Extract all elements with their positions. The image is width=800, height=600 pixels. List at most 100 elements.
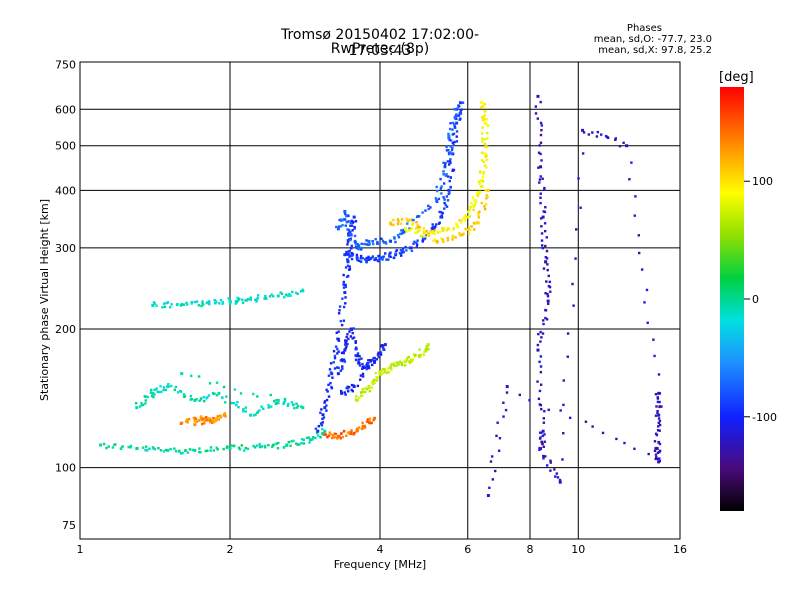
echo-point xyxy=(135,406,139,410)
echo-point xyxy=(343,253,347,257)
echo-point xyxy=(540,431,543,434)
echo-point xyxy=(357,358,361,361)
echo-point xyxy=(546,292,549,296)
echo-point xyxy=(342,273,345,277)
echo-point xyxy=(163,305,167,309)
echo-point xyxy=(194,420,198,423)
echo-point xyxy=(479,170,482,173)
echo-point xyxy=(539,100,542,104)
echo-point xyxy=(345,434,348,437)
echo-point xyxy=(455,135,458,138)
echo-point xyxy=(443,207,446,210)
x-tick-label: 8 xyxy=(527,543,534,556)
echo-point xyxy=(417,215,421,218)
echo-point xyxy=(385,258,388,261)
echo-point xyxy=(504,408,508,412)
echo-point xyxy=(338,309,341,312)
echo-point xyxy=(330,436,334,440)
echo-point xyxy=(361,388,364,391)
echo-point xyxy=(405,217,408,220)
echo-point xyxy=(302,442,306,445)
echo-point xyxy=(150,394,154,398)
echo-point xyxy=(204,419,207,422)
echo-point xyxy=(264,296,267,300)
echo-point xyxy=(361,372,365,376)
echo-point xyxy=(354,220,358,223)
echo-point xyxy=(212,392,215,395)
echo-point xyxy=(571,282,574,286)
echo-point xyxy=(486,195,489,199)
y-tick-label: 400 xyxy=(55,184,76,197)
echo-point xyxy=(176,391,180,394)
echo-point xyxy=(359,257,363,260)
echo-point xyxy=(365,261,368,264)
echo-point xyxy=(461,101,465,104)
echo-point xyxy=(373,258,376,262)
echo-point xyxy=(451,141,455,145)
echo-point xyxy=(538,178,542,181)
echo-point xyxy=(479,190,482,194)
echo-point xyxy=(546,263,549,266)
echo-point xyxy=(445,205,449,208)
echo-point xyxy=(346,386,349,390)
echo-point xyxy=(544,455,547,458)
echo-point xyxy=(319,411,322,415)
echo-point xyxy=(336,436,339,440)
echo-point xyxy=(539,165,543,169)
echo-point xyxy=(449,139,453,142)
echo-point xyxy=(180,372,184,376)
echo-point xyxy=(349,335,353,338)
echo-point xyxy=(382,371,385,375)
echo-point xyxy=(539,403,543,407)
echo-point xyxy=(481,137,484,140)
colorbar-tick-label: 0 xyxy=(752,293,759,306)
echo-point xyxy=(155,304,158,307)
echo-point xyxy=(422,353,425,356)
echo-point xyxy=(454,115,457,118)
echo-point xyxy=(345,214,348,218)
echo-point xyxy=(268,295,272,298)
echo-point xyxy=(190,300,193,304)
echo-point xyxy=(344,283,347,287)
echo-point xyxy=(366,366,369,369)
echo-point xyxy=(256,296,259,300)
echo-point xyxy=(236,401,239,404)
echo-point xyxy=(539,330,542,334)
echo-point xyxy=(434,225,437,228)
echo-point xyxy=(411,218,414,222)
echo-point xyxy=(293,406,296,410)
echo-point xyxy=(332,350,336,353)
echo-point xyxy=(202,417,205,420)
echo-point xyxy=(485,118,488,121)
echo-point xyxy=(365,362,369,365)
echo-point xyxy=(237,446,241,449)
echo-point xyxy=(111,446,115,449)
echo-point xyxy=(400,361,404,365)
echo-point xyxy=(162,450,166,453)
echo-point xyxy=(658,429,661,432)
echo-point xyxy=(435,189,439,193)
echo-point xyxy=(485,166,488,169)
echo-point xyxy=(419,353,422,357)
y-tick-label: 300 xyxy=(55,242,76,255)
echo-point xyxy=(451,121,455,125)
echo-point xyxy=(562,432,565,435)
echo-point xyxy=(544,206,547,209)
echo-point xyxy=(539,121,543,125)
echo-point xyxy=(547,408,550,412)
echo-point xyxy=(442,227,446,231)
echo-point xyxy=(587,133,591,136)
echo-point xyxy=(330,386,334,390)
echo-point xyxy=(315,431,319,435)
echo-point xyxy=(197,419,201,422)
y-tick-label: 100 xyxy=(55,462,76,475)
echo-point xyxy=(353,240,357,244)
echo-point xyxy=(240,298,244,301)
echo-point xyxy=(290,440,293,443)
echo-point xyxy=(614,138,617,142)
echo-point xyxy=(352,384,355,387)
echo-point xyxy=(481,119,485,122)
echo-point xyxy=(472,221,476,225)
echo-point xyxy=(357,426,361,429)
echo-point xyxy=(151,303,155,307)
